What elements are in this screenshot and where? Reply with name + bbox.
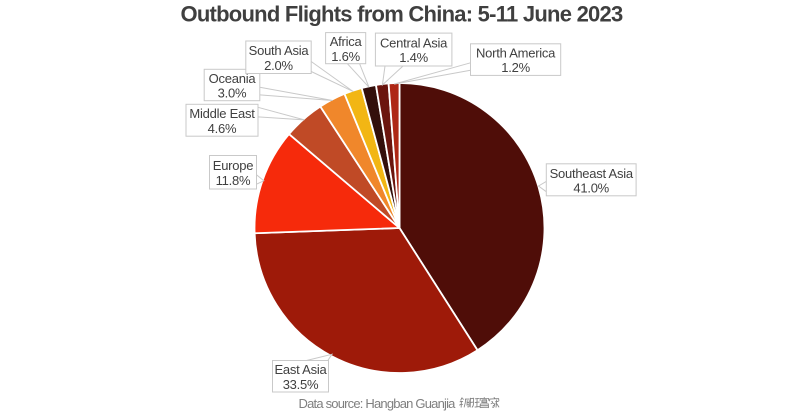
svg-text:1.2%: 1.2% xyxy=(501,60,530,75)
svg-text:11.8%: 11.8% xyxy=(216,173,251,188)
svg-text:Data source: Hangban Guanjia: Data source: Hangban Guanjia xyxy=(299,396,457,411)
svg-text:Southeast Asia: Southeast Asia xyxy=(550,166,634,181)
svg-text:Outbound Flights from China: 5: Outbound Flights from China: 5-11 June 2… xyxy=(180,1,623,26)
svg-text:Oceania: Oceania xyxy=(209,71,257,86)
svg-text:3.0%: 3.0% xyxy=(218,86,247,101)
svg-text:4.6%: 4.6% xyxy=(208,121,237,136)
svg-text:South Asia: South Asia xyxy=(249,43,310,58)
svg-text:1.4%: 1.4% xyxy=(399,50,428,65)
svg-text:2.0%: 2.0% xyxy=(264,58,293,73)
svg-text:33.5%: 33.5% xyxy=(283,377,319,392)
svg-text:Central Asia: Central Asia xyxy=(380,36,448,51)
svg-text:Europe: Europe xyxy=(213,158,253,173)
svg-text:Middle East: Middle East xyxy=(189,106,255,121)
svg-text:41.0%: 41.0% xyxy=(573,180,609,195)
svg-text:1.6%: 1.6% xyxy=(331,49,360,64)
svg-text:North America: North America xyxy=(476,46,556,61)
svg-text:East Asia: East Asia xyxy=(275,362,328,377)
svg-text:Africa: Africa xyxy=(330,34,363,49)
